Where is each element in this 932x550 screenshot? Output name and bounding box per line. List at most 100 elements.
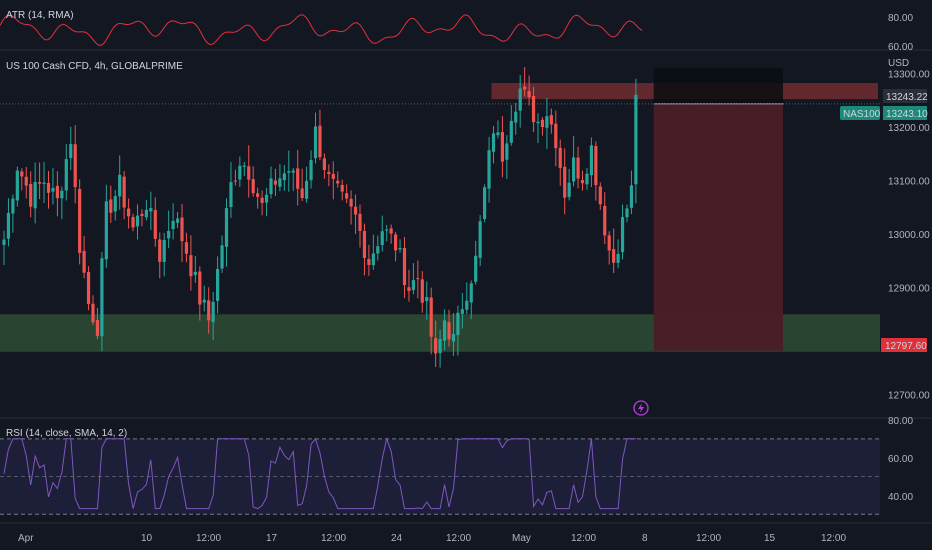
candle-body[interactable]	[25, 177, 28, 186]
candle-body[interactable]	[69, 144, 72, 158]
short-position-stop-zone[interactable]	[654, 68, 783, 104]
candle-body[interactable]	[140, 214, 143, 216]
candle-body[interactable]	[487, 150, 490, 188]
candle-body[interactable]	[372, 253, 375, 265]
candle-body[interactable]	[225, 208, 228, 247]
candle-body[interactable]	[296, 168, 299, 188]
candle-body[interactable]	[29, 184, 32, 207]
candle-body[interactable]	[123, 177, 126, 208]
candle-body[interactable]	[345, 193, 348, 198]
candle-body[interactable]	[599, 186, 602, 204]
candle-body[interactable]	[136, 216, 139, 227]
candle-body[interactable]	[220, 245, 223, 268]
short-position-target-zone[interactable]	[654, 104, 783, 351]
candle-body[interactable]	[536, 122, 539, 123]
lightning-alert-icon[interactable]	[634, 401, 648, 415]
candle-body[interactable]	[83, 251, 86, 273]
candle-body[interactable]	[367, 259, 370, 265]
candle-body[interactable]	[7, 213, 10, 239]
candle-body[interactable]	[470, 283, 473, 302]
candle-body[interactable]	[172, 221, 175, 229]
candle-body[interactable]	[474, 256, 477, 282]
candle-body[interactable]	[514, 112, 517, 123]
candle-body[interactable]	[434, 338, 437, 353]
candle-body[interactable]	[198, 272, 201, 305]
candle-body[interactable]	[568, 183, 571, 197]
candle-body[interactable]	[318, 126, 321, 158]
candle-body[interactable]	[252, 179, 255, 193]
candle-body[interactable]	[314, 126, 317, 158]
candle-body[interactable]	[96, 320, 99, 336]
candle-body[interactable]	[336, 181, 339, 184]
candle-body[interactable]	[42, 183, 45, 184]
candle-body[interactable]	[87, 272, 90, 304]
candle-body[interactable]	[554, 124, 557, 148]
candle-body[interactable]	[154, 210, 157, 239]
candle-body[interactable]	[425, 297, 428, 301]
candle-body[interactable]	[341, 185, 344, 192]
candle-body[interactable]	[439, 339, 442, 353]
candle-body[interactable]	[261, 198, 264, 203]
candle-body[interactable]	[11, 199, 14, 214]
candle-body[interactable]	[278, 178, 281, 186]
candle-body[interactable]	[385, 230, 388, 231]
candle-body[interactable]	[212, 302, 215, 322]
candle-body[interactable]	[332, 174, 335, 179]
candle-body[interactable]	[247, 166, 250, 179]
candle-body[interactable]	[145, 210, 148, 217]
candle-body[interactable]	[327, 172, 330, 174]
candle-body[interactable]	[461, 309, 464, 314]
candle-body[interactable]	[376, 246, 379, 253]
candle-body[interactable]	[421, 279, 424, 302]
candle-body[interactable]	[354, 207, 357, 215]
candle-body[interactable]	[608, 235, 611, 250]
candle-body[interactable]	[16, 171, 19, 201]
candle-body[interactable]	[203, 300, 206, 303]
candle-body[interactable]	[91, 304, 94, 322]
candle-body[interactable]	[309, 160, 312, 180]
candle-body[interactable]	[127, 209, 130, 217]
candle-body[interactable]	[576, 158, 579, 179]
candle-body[interactable]	[180, 218, 183, 242]
candle-body[interactable]	[149, 208, 152, 211]
candle-body[interactable]	[292, 171, 295, 173]
candle-body[interactable]	[501, 132, 504, 162]
rsi-label[interactable]: RSI (14, close, SMA, 14, 2)	[6, 428, 127, 439]
candle-body[interactable]	[585, 174, 588, 185]
candle-body[interactable]	[38, 182, 41, 184]
candle-body[interactable]	[65, 159, 68, 190]
candle-body[interactable]	[612, 249, 615, 263]
candle-body[interactable]	[105, 201, 108, 259]
candle-body[interactable]	[559, 148, 562, 168]
candle-body[interactable]	[301, 188, 304, 197]
candle-body[interactable]	[47, 183, 50, 193]
candle-body[interactable]	[56, 186, 59, 198]
candle-body[interactable]	[78, 189, 81, 253]
candle-body[interactable]	[492, 133, 495, 151]
candle-body[interactable]	[269, 178, 272, 194]
candle-body[interactable]	[541, 120, 544, 127]
candle-body[interactable]	[505, 143, 508, 159]
candle-body[interactable]	[189, 255, 192, 276]
candle-body[interactable]	[305, 181, 308, 199]
candle-body[interactable]	[194, 272, 197, 275]
candle-body[interactable]	[207, 300, 210, 320]
candle-body[interactable]	[350, 199, 353, 207]
candle-body[interactable]	[34, 182, 37, 208]
candle-body[interactable]	[51, 188, 54, 192]
candle-body[interactable]	[185, 242, 188, 254]
atr-label[interactable]: ATR (14, RMA)	[6, 10, 74, 21]
candle-body[interactable]	[443, 320, 446, 340]
candle-body[interactable]	[532, 96, 535, 122]
candle-body[interactable]	[60, 191, 63, 199]
candle-body[interactable]	[234, 181, 237, 182]
candle-body[interactable]	[430, 297, 433, 336]
candle-body[interactable]	[523, 87, 526, 90]
candle-body[interactable]	[398, 248, 401, 249]
candle-body[interactable]	[229, 182, 232, 207]
candle-body[interactable]	[407, 287, 410, 291]
candle-body[interactable]	[167, 231, 170, 238]
candle-body[interactable]	[283, 173, 286, 180]
